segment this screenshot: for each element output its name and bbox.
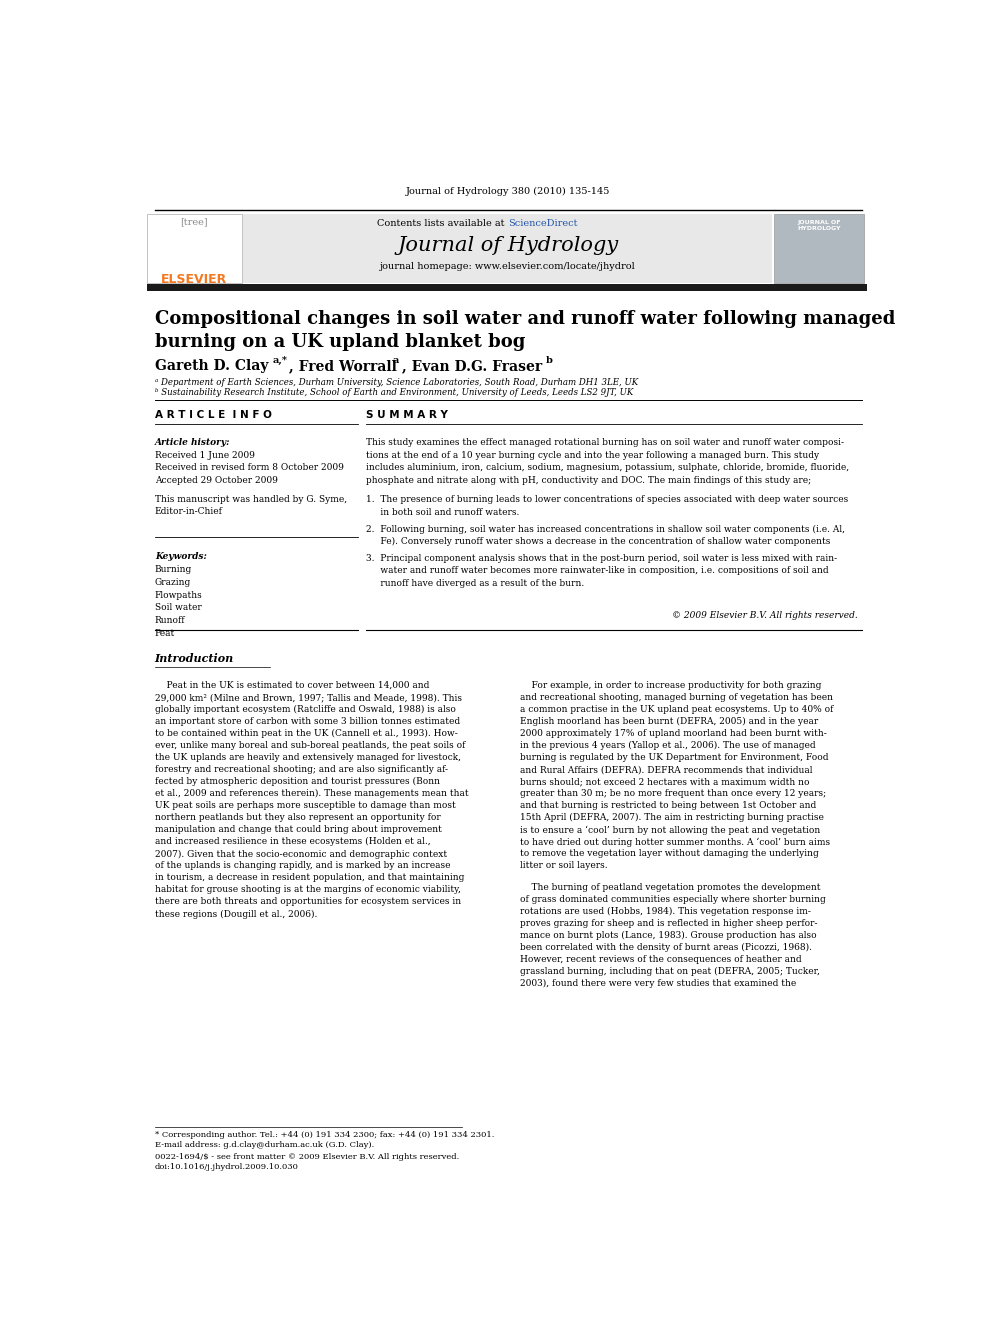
Text: litter or soil layers.: litter or soil layers. <box>520 861 607 871</box>
Text: Introduction: Introduction <box>155 652 234 664</box>
Text: phosphate and nitrate along with pH, conductivity and DOC. The main findings of : phosphate and nitrate along with pH, con… <box>366 476 811 486</box>
Text: This manuscript was handled by G. Syme,
Editor-in-Chief: This manuscript was handled by G. Syme, … <box>155 495 347 516</box>
Text: Peat: Peat <box>155 628 175 638</box>
Text: these regions (Dougill et al., 2006).: these regions (Dougill et al., 2006). <box>155 909 317 918</box>
Text: b: b <box>546 356 553 365</box>
Text: Journal of Hydrology 380 (2010) 135-145: Journal of Hydrology 380 (2010) 135-145 <box>406 188 611 196</box>
Text: Burning: Burning <box>155 565 192 574</box>
Text: JOURNAL OF
HYDROLOGY: JOURNAL OF HYDROLOGY <box>798 220 841 232</box>
Text: Flowpaths: Flowpaths <box>155 590 202 599</box>
Bar <box>243 214 772 283</box>
Text: UK peat soils are perhaps more susceptible to damage than most: UK peat soils are perhaps more susceptib… <box>155 802 455 810</box>
Text: 1.  The presence of burning leads to lower concentrations of species associated : 1. The presence of burning leads to lowe… <box>366 495 848 504</box>
Text: 2.  Following burning, soil water has increased concentrations in shallow soil w: 2. Following burning, soil water has inc… <box>366 524 845 533</box>
Text: grassland burning, including that on peat (DEFRA, 2005; Tucker,: grassland burning, including that on pea… <box>520 967 819 976</box>
Text: ᵇ Sustainability Research Institute, School of Earth and Environment, University: ᵇ Sustainability Research Institute, Sch… <box>155 388 633 397</box>
Text: Fe). Conversely runoff water shows a decrease in the concentration of shallow wa: Fe). Conversely runoff water shows a dec… <box>366 537 830 546</box>
Text: Received 1 June 2009: Received 1 June 2009 <box>155 451 255 459</box>
Text: S U M M A R Y: S U M M A R Y <box>366 410 448 421</box>
Text: 2000 approximately 17% of upland moorland had been burnt with-: 2000 approximately 17% of upland moorlan… <box>520 729 826 738</box>
Text: and that burning is restricted to being between 1st October and: and that burning is restricted to being … <box>520 802 816 810</box>
Text: proves grazing for sheep and is reflected in higher sheep perfor-: proves grazing for sheep and is reflecte… <box>520 919 817 929</box>
Text: doi:10.1016/j.jhydrol.2009.10.030: doi:10.1016/j.jhydrol.2009.10.030 <box>155 1163 299 1171</box>
Text: to have dried out during hotter summer months. A ‘cool’ burn aims: to have dried out during hotter summer m… <box>520 837 830 847</box>
Text: journal homepage: www.elsevier.com/locate/jhydrol: journal homepage: www.elsevier.com/locat… <box>380 262 636 271</box>
Text: , Fred Worrall: , Fred Worrall <box>289 360 397 373</box>
Text: is to ensure a ‘cool’ burn by not allowing the peat and vegetation: is to ensure a ‘cool’ burn by not allowi… <box>520 826 820 835</box>
Text: rotations are used (Hobbs, 1984). This vegetation response im-: rotations are used (Hobbs, 1984). This v… <box>520 908 810 917</box>
Text: been correlated with the density of burnt areas (Picozzi, 1968).: been correlated with the density of burn… <box>520 943 811 953</box>
Text: in the previous 4 years (Yallop et al., 2006). The use of managed: in the previous 4 years (Yallop et al., … <box>520 741 815 750</box>
Text: there are both threats and opportunities for ecosystem services in: there are both threats and opportunities… <box>155 897 461 906</box>
Text: Journal of Hydrology: Journal of Hydrology <box>397 237 618 255</box>
Text: Keywords:: Keywords: <box>155 553 206 561</box>
Text: 15th April (DEFRA, 2007). The aim in restricting burning practise: 15th April (DEFRA, 2007). The aim in res… <box>520 814 823 823</box>
Text: ELSEVIER: ELSEVIER <box>161 273 227 286</box>
Text: This study examines the effect managed rotational burning has on soil water and : This study examines the effect managed r… <box>366 438 844 447</box>
Text: A R T I C L E  I N F O: A R T I C L E I N F O <box>155 410 272 421</box>
Bar <box>147 214 242 283</box>
Text: Gareth D. Clay: Gareth D. Clay <box>155 360 268 373</box>
Text: a,*: a,* <box>273 356 288 365</box>
Text: of grass dominated communities especially where shorter burning: of grass dominated communities especiall… <box>520 896 825 904</box>
Text: fected by atmospheric deposition and tourist pressures (Bonn: fected by atmospheric deposition and tou… <box>155 778 439 786</box>
Text: Received in revised form 8 October 2009: Received in revised form 8 October 2009 <box>155 463 343 472</box>
Text: mance on burnt plots (Lance, 1983). Grouse production has also: mance on burnt plots (Lance, 1983). Grou… <box>520 931 816 941</box>
Text: 0022-1694/$ - see front matter © 2009 Elsevier B.V. All rights reserved.: 0022-1694/$ - see front matter © 2009 El… <box>155 1154 459 1162</box>
Text: ᵃ Department of Earth Sciences, Durham University, Science Laboratories, South R: ᵃ Department of Earth Sciences, Durham U… <box>155 378 638 386</box>
Text: The burning of peatland vegetation promotes the development: The burning of peatland vegetation promo… <box>520 882 820 892</box>
Text: Compositional changes in soil water and runoff water following managed
burning o: Compositional changes in soil water and … <box>155 310 895 351</box>
Text: an important store of carbon with some 3 billion tonnes estimated: an important store of carbon with some 3… <box>155 717 460 726</box>
Text: 3.  Principal component analysis shows that in the post-burn period, soil water : 3. Principal component analysis shows th… <box>366 554 837 562</box>
Text: greater than 30 m; be no more frequent than once every 12 years;: greater than 30 m; be no more frequent t… <box>520 790 826 798</box>
Text: burning is regulated by the UK Department for Environment, Food: burning is regulated by the UK Departmen… <box>520 753 828 762</box>
Text: and increased resilience in these ecosystems (Holden et al.,: and increased resilience in these ecosys… <box>155 837 431 847</box>
Text: © 2009 Elsevier B.V. All rights reserved.: © 2009 Elsevier B.V. All rights reserved… <box>673 611 858 620</box>
Bar <box>147 284 867 291</box>
Text: and Rural Affairs (DEFRA). DEFRA recommends that individual: and Rural Affairs (DEFRA). DEFRA recomme… <box>520 765 812 774</box>
Bar <box>774 214 864 283</box>
Text: , Evan D.G. Fraser: , Evan D.G. Fraser <box>403 360 543 373</box>
Text: Contents lists available at: Contents lists available at <box>377 218 508 228</box>
Text: ScienceDirect: ScienceDirect <box>509 218 578 228</box>
Text: a common practise in the UK upland peat ecosystems. Up to 40% of: a common practise in the UK upland peat … <box>520 705 833 714</box>
Text: * Corresponding author. Tel.: +44 (0) 191 334 2300; fax: +44 (0) 191 334 2301.: * Corresponding author. Tel.: +44 (0) 19… <box>155 1131 494 1139</box>
Text: northern peatlands but they also represent an opportunity for: northern peatlands but they also represe… <box>155 814 440 823</box>
Text: Grazing: Grazing <box>155 578 191 587</box>
Text: Runoff: Runoff <box>155 617 186 626</box>
Text: 2003), found there were very few studies that examined the: 2003), found there were very few studies… <box>520 979 797 988</box>
Text: and recreational shooting, managed burning of vegetation has been: and recreational shooting, managed burni… <box>520 693 833 703</box>
Text: ever, unlike many boreal and sub-boreal peatlands, the peat soils of: ever, unlike many boreal and sub-boreal … <box>155 741 465 750</box>
Text: However, recent reviews of the consequences of heather and: However, recent reviews of the consequen… <box>520 955 802 964</box>
Text: [tree]: [tree] <box>181 217 207 226</box>
Text: et al., 2009 and references therein). These managements mean that: et al., 2009 and references therein). Th… <box>155 790 468 798</box>
Text: Soil water: Soil water <box>155 603 201 613</box>
Text: manipulation and change that could bring about improvement: manipulation and change that could bring… <box>155 826 441 835</box>
Text: in both soil and runoff waters.: in both soil and runoff waters. <box>366 508 520 517</box>
Text: E-mail address: g.d.clay@durham.ac.uk (G.D. Clay).: E-mail address: g.d.clay@durham.ac.uk (G… <box>155 1140 374 1148</box>
Text: to remove the vegetation layer without damaging the underlying: to remove the vegetation layer without d… <box>520 849 818 859</box>
Text: 29,000 km² (Milne and Brown, 1997; Tallis and Meade, 1998). This: 29,000 km² (Milne and Brown, 1997; Talli… <box>155 693 461 703</box>
Text: in tourism, a decrease in resident population, and that maintaining: in tourism, a decrease in resident popul… <box>155 873 464 882</box>
Text: of the uplands is changing rapidly, and is marked by an increase: of the uplands is changing rapidly, and … <box>155 861 450 871</box>
Text: English moorland has been burnt (DEFRA, 2005) and in the year: English moorland has been burnt (DEFRA, … <box>520 717 818 726</box>
Text: a: a <box>393 356 400 365</box>
Text: Accepted 29 October 2009: Accepted 29 October 2009 <box>155 476 278 486</box>
Text: globally important ecosystem (Ratcliffe and Oswald, 1988) is also: globally important ecosystem (Ratcliffe … <box>155 705 455 714</box>
Text: to be contained within peat in the UK (Cannell et al., 1993). How-: to be contained within peat in the UK (C… <box>155 729 457 738</box>
Text: forestry and recreational shooting; and are also significantly af-: forestry and recreational shooting; and … <box>155 765 447 774</box>
Text: tions at the end of a 10 year burning cycle and into the year following a manage: tions at the end of a 10 year burning cy… <box>366 451 819 459</box>
Text: Article history:: Article history: <box>155 438 230 447</box>
Text: For example, in order to increase productivity for both grazing: For example, in order to increase produc… <box>520 681 821 691</box>
Text: burns should; not exceed 2 hectares with a maximum width no: burns should; not exceed 2 hectares with… <box>520 778 809 786</box>
Text: water and runoff water becomes more rainwater-like in composition, i.e. composit: water and runoff water becomes more rain… <box>366 566 828 576</box>
Text: habitat for grouse shooting is at the margins of economic viability,: habitat for grouse shooting is at the ma… <box>155 885 460 894</box>
Text: 2007). Given that the socio-economic and demographic context: 2007). Given that the socio-economic and… <box>155 849 446 859</box>
Text: runoff have diverged as a result of the burn.: runoff have diverged as a result of the … <box>366 579 584 589</box>
Text: Peat in the UK is estimated to cover between 14,000 and: Peat in the UK is estimated to cover bet… <box>155 681 430 691</box>
Text: the UK uplands are heavily and extensively managed for livestock,: the UK uplands are heavily and extensive… <box>155 753 460 762</box>
Text: includes aluminium, iron, calcium, sodium, magnesium, potassium, sulphate, chlor: includes aluminium, iron, calcium, sodiu… <box>366 463 849 472</box>
